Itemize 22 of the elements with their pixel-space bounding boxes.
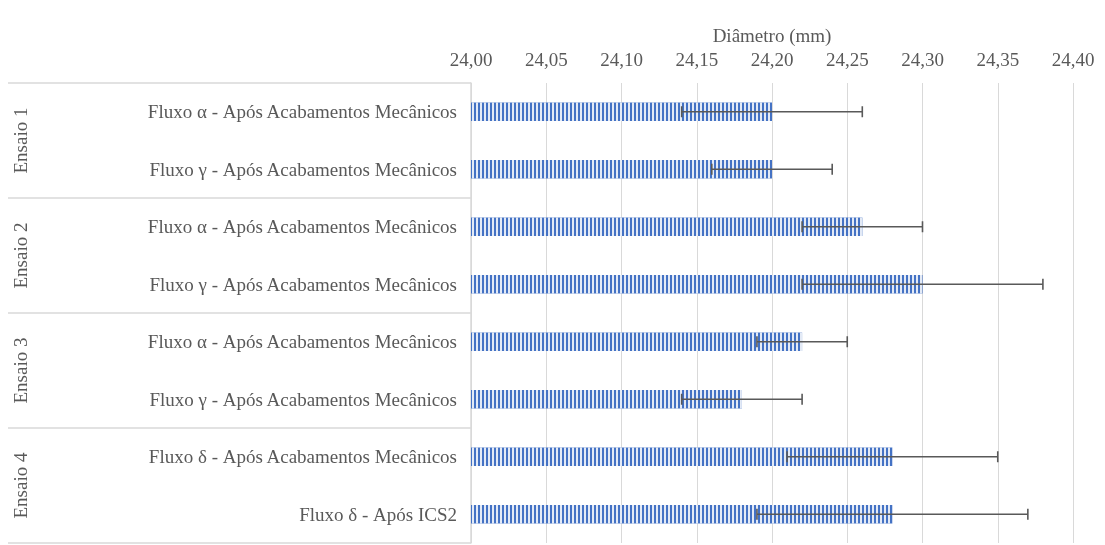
y-tick-label: Fluxo α - Após Acabamentos Mecânicos [147, 216, 457, 238]
text: Ensaio 3 [10, 337, 31, 404]
x-tick-label: 24,30 [901, 49, 944, 70]
y-tick-label: Fluxo α - Após Acabamentos Mecânicos [147, 101, 457, 123]
x-tick-label: 24,10 [600, 49, 643, 70]
text: Ensaio 4 [10, 452, 31, 519]
x-axis-title: Diâmetro (mm) [712, 25, 832, 48]
x-tick-label: 24,35 [976, 49, 1020, 70]
y-tick-label: Fluxo γ - Após Acabamentos Mecânicos [149, 158, 457, 180]
y-tick-label: Fluxo δ - Após ICS2 [299, 503, 457, 525]
x-tick-label: 24,05 [524, 49, 568, 70]
x-tick-label: 24,40 [1051, 49, 1095, 70]
y-tick-label: Fluxo γ - Após Acabamentos Mecânicos [149, 273, 457, 295]
y-tick-label: Fluxo γ - Após Acabamentos Mecânicos [149, 388, 457, 410]
x-tick-label: 24,00 [449, 49, 493, 70]
y-tick-label: Fluxo α - Após Acabamentos Mecânicos [147, 331, 457, 353]
text: Ensaio 2 [10, 222, 31, 289]
y-tick-label: Fluxo δ - Após Acabamentos Mecânicos [148, 446, 457, 468]
x-tick-label: 24,20 [750, 49, 794, 70]
text: Ensaio 1 [10, 107, 31, 174]
x-tick-label: 24,15 [675, 49, 719, 70]
x-tick-label: 24,25 [825, 49, 869, 70]
